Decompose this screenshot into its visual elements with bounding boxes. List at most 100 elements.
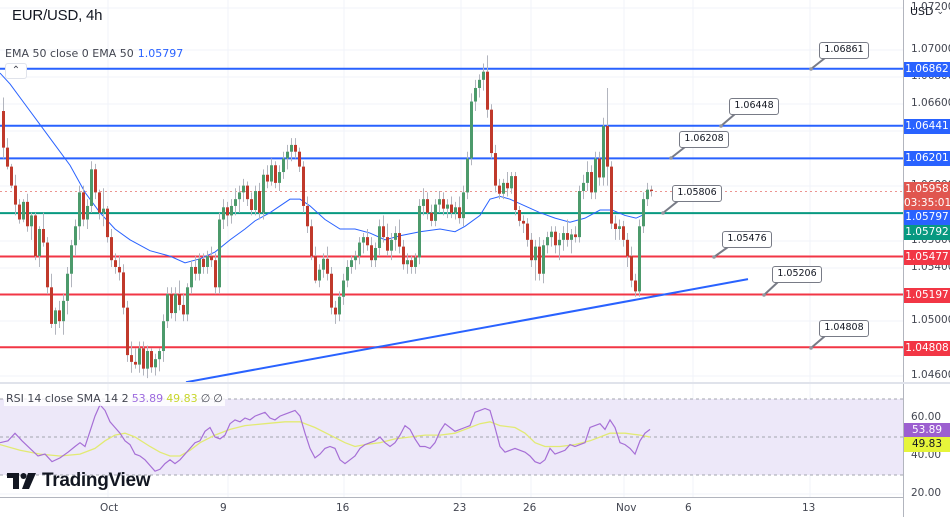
candle-body <box>26 201 29 227</box>
candle-body <box>78 192 81 227</box>
ema-legend[interactable]: EMA 50 close 0 EMA 50 1.05797 <box>5 47 183 60</box>
candle-body <box>526 223 529 240</box>
candle-body <box>550 231 553 238</box>
candle-body <box>58 310 61 322</box>
price-axis-tick: 1.05000 <box>911 314 950 326</box>
collapse-legend-button[interactable]: ⌃ <box>5 63 27 79</box>
candle-body <box>266 174 269 182</box>
price-callout[interactable]: 1.05206 <box>772 266 822 283</box>
candle-body <box>326 258 329 274</box>
candle-body <box>222 207 225 220</box>
candle-body <box>450 204 453 213</box>
rsi-axis-tick: 40.00 <box>911 449 942 461</box>
candle-body <box>406 260 409 265</box>
price-tag: 1.06441 <box>904 119 950 134</box>
candle-body <box>82 192 85 220</box>
candle-body <box>278 172 281 183</box>
price-tag: 1.05792 <box>904 225 950 240</box>
candle-body <box>566 233 569 240</box>
candle-body <box>510 176 513 189</box>
candle-body <box>294 144 297 152</box>
candle-body <box>650 189 653 192</box>
candle-body <box>146 351 149 369</box>
callout-pointer <box>810 57 826 70</box>
candle-body <box>638 226 641 292</box>
candle-body <box>142 348 145 369</box>
time-axis-label: 16 <box>336 502 350 514</box>
candle-body <box>90 169 93 206</box>
ema50-polyline <box>0 72 646 264</box>
time-axis-label: Nov <box>616 502 637 514</box>
candle-body <box>298 151 301 167</box>
candle-body <box>154 359 157 368</box>
candle-body <box>86 205 89 220</box>
candle-body <box>174 294 177 314</box>
candle-body <box>6 147 9 167</box>
candle-body <box>542 245 545 274</box>
candle-body <box>318 269 321 281</box>
candle-body <box>546 237 549 246</box>
price-callout[interactable]: 1.05806 <box>672 185 722 202</box>
candle-body <box>206 256 209 267</box>
rsi-extra-2: ∅ <box>213 392 223 405</box>
candle-body <box>106 208 109 238</box>
price-callout[interactable]: 1.06448 <box>729 98 779 115</box>
candle-body <box>622 226 625 240</box>
candle-body <box>210 256 213 261</box>
candle-body <box>310 226 313 257</box>
candle-body <box>166 294 169 322</box>
rsi-legend[interactable]: RSI 14 close SMA 14 2 53.89 49.83 ∅ ∅ <box>4 391 225 406</box>
price-callout[interactable]: 1.06861 <box>819 42 869 59</box>
candle-body <box>414 257 417 267</box>
candle-body <box>642 199 645 227</box>
candle-body <box>42 228 45 243</box>
candle-body <box>594 158 597 193</box>
price-axis-tick: 1.07200 <box>911 1 950 13</box>
callout-anchor <box>661 211 665 215</box>
price-tag: 1.05797 <box>904 210 950 225</box>
callout-pointer <box>670 146 686 159</box>
candle-body <box>150 351 153 368</box>
candle-body <box>646 189 649 200</box>
candle-body <box>578 191 581 238</box>
candle-body <box>494 153 497 186</box>
candle-body <box>330 273 333 308</box>
candle-body <box>218 219 221 288</box>
price-callout[interactable]: 1.06208 <box>679 131 729 148</box>
price-callout[interactable]: 1.04808 <box>819 320 869 337</box>
candle-body <box>114 260 117 267</box>
candle-body <box>314 256 317 281</box>
candle-body <box>634 280 637 292</box>
callout-pointer <box>763 281 779 296</box>
candle-body <box>598 158 601 178</box>
tradingview-logo[interactable]: TradingView <box>7 470 151 492</box>
trendline[interactable] <box>185 278 749 384</box>
candle-body <box>350 260 353 267</box>
candle-body <box>606 125 609 167</box>
callout-pointer <box>810 335 826 349</box>
candle-body <box>74 226 77 246</box>
trendline-line <box>185 278 749 384</box>
price-callout[interactable]: 1.05476 <box>722 231 772 248</box>
candle-body <box>122 272 125 308</box>
candle-body <box>10 166 13 186</box>
candle-body <box>186 287 189 315</box>
candle-body <box>50 287 53 324</box>
price-axis-tick: 1.07000 <box>911 43 950 55</box>
price-axis-tick: 1.06600 <box>911 97 950 109</box>
candle-body <box>438 199 441 205</box>
candle-body <box>490 109 493 154</box>
candle-body <box>66 273 69 301</box>
candle-body <box>618 226 621 229</box>
candle-body <box>270 165 273 182</box>
candle-body <box>626 239 629 257</box>
currency-selector[interactable]: USD ⌄ <box>904 2 948 22</box>
candle-body <box>582 182 585 192</box>
candle-body <box>338 296 341 315</box>
candle-body <box>2 111 5 148</box>
candle-body <box>70 245 73 274</box>
candle-body <box>514 176 517 211</box>
time-axis-label: 26 <box>523 502 537 514</box>
candle-body <box>322 258 325 270</box>
